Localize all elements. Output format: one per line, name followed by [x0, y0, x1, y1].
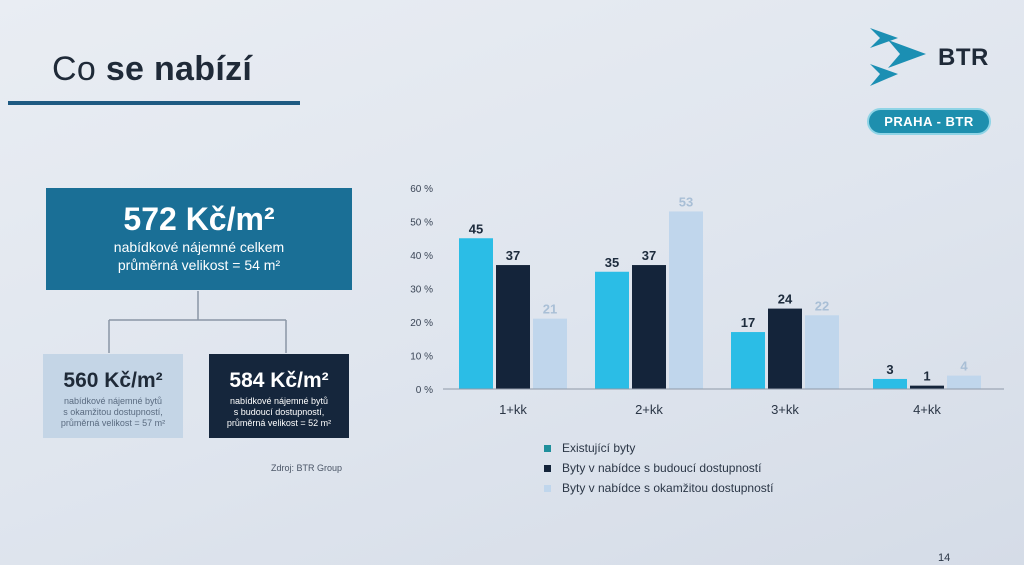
legend-item-immediate: Byty v nabídce s okamžitou dostupností [544, 478, 773, 498]
bar-future-4+kk [910, 385, 944, 389]
y-tick-label: 20 % [410, 318, 433, 329]
total-rent-desc-1: nabídkové nájemné celkem [113, 239, 285, 255]
y-tick-label: 50 % [410, 218, 433, 229]
legend-label-existing: Existující byty [562, 441, 636, 455]
data-label-immediate-3+kk: 22 [815, 298, 829, 313]
bar-immediate-1+kk [533, 318, 567, 389]
bar-existing-4+kk [873, 378, 907, 389]
y-tick-label: 0 % [416, 385, 433, 396]
bar-existing-2+kk [595, 271, 629, 389]
future-rent-box: 584 Kč/m² nabídkové nájemné bytů s budou… [209, 354, 349, 438]
logo-text: BTR [938, 44, 989, 71]
bar-immediate-4+kk [947, 375, 981, 389]
data-label-existing-1+kk: 45 [469, 221, 483, 236]
future-rent-price: 584 Kč/m² [229, 369, 329, 392]
immediate-rent-desc-3: průměrná velikost = 57 m² [60, 418, 166, 428]
immediate-rent-box: 560 Kč/m² nabídkové nájemné bytů s okamž… [43, 354, 183, 438]
data-label-existing-2+kk: 35 [605, 255, 619, 270]
future-rent-desc-2: s budoucí dostupností, [233, 407, 325, 417]
legend-swatch-existing [544, 444, 551, 452]
x-category-label: 1+kk [499, 402, 527, 417]
x-category-label: 2+kk [635, 402, 663, 417]
title-underline [8, 101, 300, 105]
future-rent-desc-3: průměrná velikost = 52 m² [226, 418, 332, 428]
legend-item-future: Byty v nabídce s budoucí dostupností [544, 458, 773, 478]
bar-immediate-3+kk [805, 315, 839, 389]
legend-label-immediate: Byty v nabídce s okamžitou dostupností [562, 481, 774, 495]
bar-existing-1+kk [459, 238, 493, 389]
title-bold: se nabízí [105, 50, 253, 88]
title-light: Co [52, 50, 97, 88]
legend-label-future: Byty v nabídce s budoucí dostupností [562, 461, 762, 475]
total-rent-price: 572 Kč/m² [123, 201, 275, 237]
y-tick-label: 10 % [410, 352, 433, 363]
total-rent-box: 572 Kč/m² nabídkové nájemné celkem průmě… [46, 188, 352, 290]
future-rent-desc-1: nabídkové nájemné bytů [229, 396, 329, 406]
data-label-future-3+kk: 24 [778, 292, 793, 307]
btr-logo-icon [870, 28, 926, 86]
data-label-future-1+kk: 37 [506, 248, 520, 263]
bar-future-2+kk [632, 265, 666, 389]
immediate-rent-price: 560 Kč/m² [63, 369, 163, 392]
legend-item-existing: Existující byty [544, 438, 773, 458]
data-label-future-4+kk: 1 [923, 369, 930, 384]
legend-swatch-future [544, 464, 551, 472]
total-rent-desc-2: průměrná velikost = 54 m² [117, 257, 281, 273]
data-label-immediate-4+kk: 4 [960, 359, 968, 374]
bar-future-3+kk [768, 308, 802, 389]
data-label-existing-3+kk: 17 [741, 315, 755, 330]
legend-swatch-immediate [544, 484, 551, 492]
y-tick-label: 30 % [410, 285, 433, 296]
page-number: 14 [938, 552, 951, 564]
data-label-immediate-2+kk: 53 [679, 194, 693, 209]
source-note: Zdroj: BTR Group [271, 463, 343, 473]
data-label-immediate-1+kk: 21 [543, 302, 557, 317]
x-category-label: 4+kk [913, 402, 941, 417]
bar-future-1+kk [496, 265, 530, 389]
data-label-existing-4+kk: 3 [886, 362, 893, 377]
immediate-rent-desc-2: s okamžitou dostupností, [63, 407, 163, 417]
chart-legend: Existující byty Byty v nabídce s budoucí… [544, 438, 773, 498]
bar-immediate-2+kk [669, 211, 703, 389]
city-badge: PRAHA - BTR [867, 108, 991, 135]
bar-existing-3+kk [731, 332, 765, 389]
immediate-rent-desc-1: nabídkové nájemné bytů [63, 396, 163, 406]
x-category-label: 3+kk [771, 402, 799, 417]
slide-title: Co se nabízí [52, 50, 252, 89]
data-label-future-2+kk: 37 [642, 248, 656, 263]
y-tick-label: 40 % [410, 251, 433, 262]
y-tick-label: 60 % [410, 184, 433, 195]
